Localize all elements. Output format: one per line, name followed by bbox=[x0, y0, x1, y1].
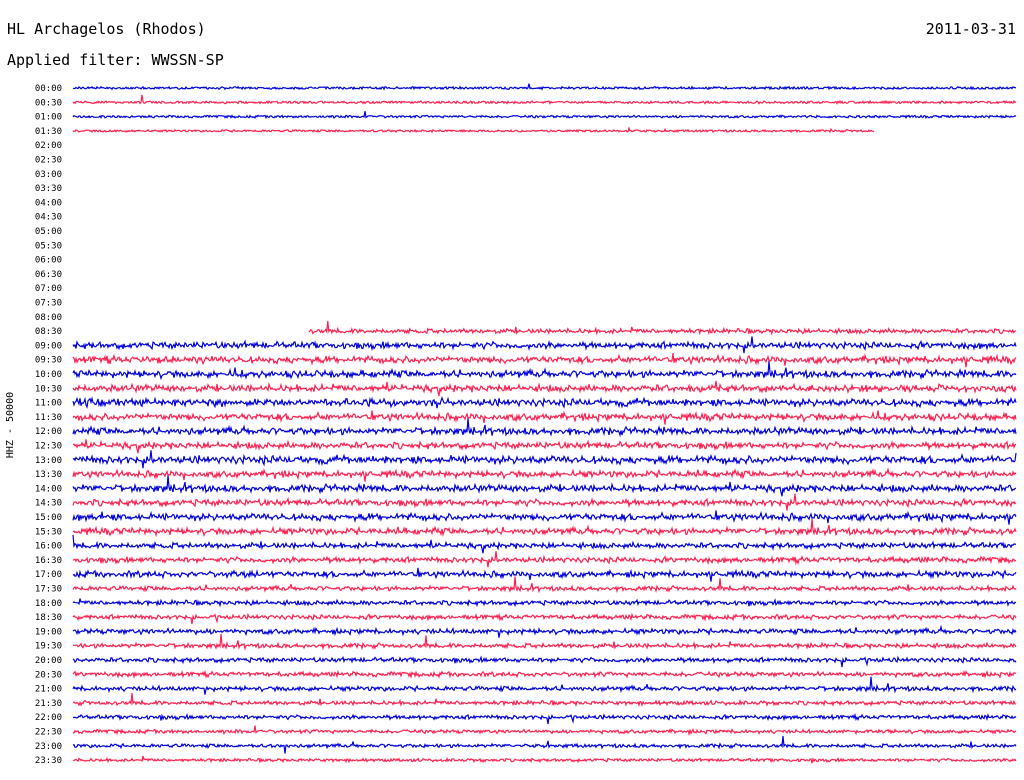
tick-label: 14:00 bbox=[35, 484, 62, 494]
trace-line bbox=[72, 551, 1017, 568]
tick-label: 04:30 bbox=[35, 213, 62, 223]
tick-label: 16:30 bbox=[35, 556, 62, 566]
tick-label: 06:30 bbox=[35, 270, 62, 280]
tick-label: 12:00 bbox=[35, 427, 62, 437]
tick-label: 04:00 bbox=[35, 198, 62, 208]
trace-line bbox=[72, 712, 1017, 725]
trace-line bbox=[72, 361, 1017, 381]
trace-line bbox=[72, 633, 1017, 651]
tick-label: 20:30 bbox=[35, 670, 62, 680]
trace-line bbox=[72, 450, 1017, 469]
trace-line bbox=[72, 736, 1017, 754]
tick-label: 05:00 bbox=[35, 227, 62, 237]
tick-label: 07:00 bbox=[35, 284, 62, 294]
trace-line bbox=[72, 475, 1017, 497]
y-axis-label: HHZ - 50000 bbox=[5, 392, 16, 458]
tick-label: 16:00 bbox=[35, 542, 62, 552]
tick-label: 01:00 bbox=[35, 113, 62, 123]
tick-label: 02:00 bbox=[35, 141, 62, 151]
tick-label: 00:00 bbox=[35, 84, 62, 94]
tick-label: 21:30 bbox=[35, 699, 62, 709]
tick-label: 14:30 bbox=[35, 499, 62, 509]
trace-line bbox=[72, 336, 1017, 354]
trace-line bbox=[72, 410, 1017, 425]
trace-line bbox=[72, 510, 1017, 525]
tick-label: 00:30 bbox=[35, 98, 62, 108]
trace-line bbox=[72, 725, 1017, 737]
tick-label: 18:30 bbox=[35, 613, 62, 623]
tick-label: 13:30 bbox=[35, 470, 62, 480]
tick-label: 17:00 bbox=[35, 570, 62, 580]
trace-line bbox=[72, 493, 1017, 511]
trace-line bbox=[72, 418, 1017, 438]
tick-label: 01:30 bbox=[35, 127, 62, 137]
tick-label: 22:30 bbox=[35, 728, 62, 738]
trace-line bbox=[72, 111, 1017, 120]
tick-label: 15:00 bbox=[35, 513, 62, 523]
trace-line bbox=[72, 380, 1017, 397]
trace-line bbox=[72, 567, 1017, 582]
trace-line bbox=[72, 598, 1017, 608]
trace-line bbox=[72, 755, 1017, 764]
trace-line bbox=[72, 94, 1017, 105]
tick-label: 02:30 bbox=[35, 156, 62, 166]
trace-line bbox=[72, 576, 1017, 594]
trace-line bbox=[72, 534, 1017, 554]
tick-label: 23:30 bbox=[35, 756, 62, 766]
filter-label: Applied filter: WWSSN-SP bbox=[7, 51, 224, 69]
trace-line bbox=[72, 612, 1017, 625]
tick-label: 17:30 bbox=[35, 585, 62, 595]
tick-label: 19:00 bbox=[35, 627, 62, 637]
tick-label: 22:00 bbox=[35, 713, 62, 723]
trace-line bbox=[72, 126, 875, 134]
trace-line bbox=[72, 83, 1017, 91]
trace-line bbox=[72, 624, 1017, 638]
tick-label: 21:00 bbox=[35, 685, 62, 695]
trace-line bbox=[72, 655, 1017, 668]
tick-label: 05:30 bbox=[35, 241, 62, 251]
tick-label: 23:00 bbox=[35, 742, 62, 752]
trace-line bbox=[72, 676, 1017, 695]
tick-label: 09:30 bbox=[35, 356, 62, 366]
trace-line bbox=[72, 396, 1017, 409]
tick-label: 18:00 bbox=[35, 599, 62, 609]
trace-line bbox=[308, 320, 1017, 336]
tick-label: 19:30 bbox=[35, 642, 62, 652]
tick-label: 10:30 bbox=[35, 384, 62, 394]
tick-label: 10:00 bbox=[35, 370, 62, 380]
trace-line bbox=[72, 467, 1017, 482]
trace-line bbox=[72, 353, 1017, 368]
trace-line bbox=[72, 518, 1017, 538]
tick-label: 11:30 bbox=[35, 413, 62, 423]
tick-label: 20:00 bbox=[35, 656, 62, 666]
tick-label: 13:00 bbox=[35, 456, 62, 466]
tick-label: 07:30 bbox=[35, 299, 62, 309]
tick-label: 11:00 bbox=[35, 399, 62, 409]
trace-line bbox=[72, 439, 1016, 454]
time-tick-labels: 00:00 00:30 01:00 01:30 02:00 02:30 03:00 03:30… bbox=[35, 84, 62, 766]
trace-line bbox=[72, 669, 1016, 680]
tick-label: 12:30 bbox=[35, 442, 62, 452]
tick-label: 08:00 bbox=[35, 313, 62, 323]
station-title: HL Archagelos (Rhodos) bbox=[7, 20, 206, 38]
tick-label: 06:00 bbox=[35, 256, 62, 266]
tick-label: 09:00 bbox=[35, 341, 62, 351]
seismic-traces bbox=[72, 83, 1017, 764]
tick-label: 03:30 bbox=[35, 184, 62, 194]
tick-label: 03:00 bbox=[35, 170, 62, 180]
tick-label: 15:30 bbox=[35, 527, 62, 537]
tick-label: 08:30 bbox=[35, 327, 62, 337]
trace-line bbox=[72, 692, 1017, 708]
chart-date: 2011-03-31 bbox=[925, 20, 1016, 38]
